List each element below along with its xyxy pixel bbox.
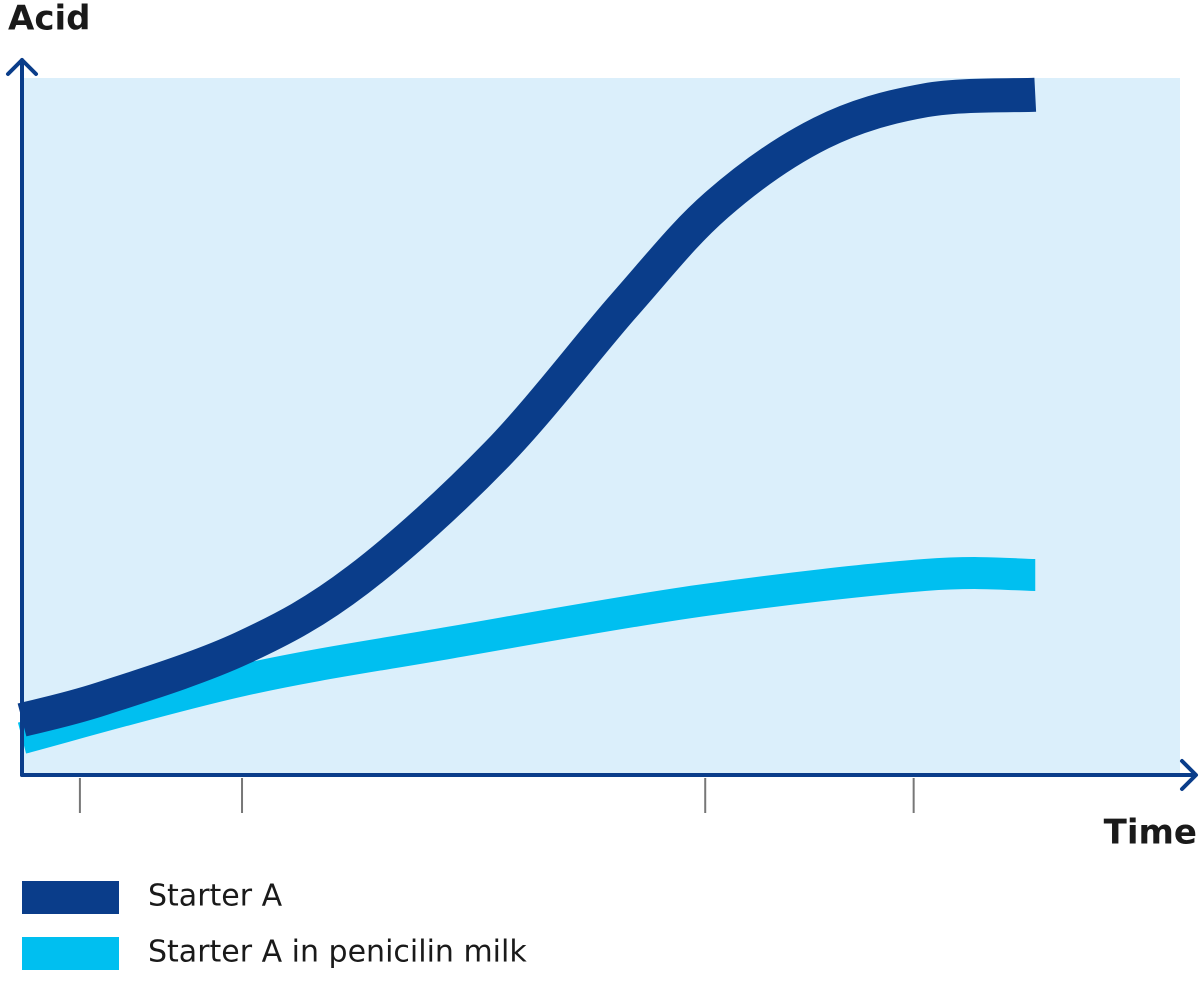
- x-axis-label: Time: [1104, 813, 1197, 853]
- legend-swatch: [22, 881, 119, 914]
- x-axis: [20, 759, 1198, 791]
- data-line: [17, 557, 1036, 754]
- legend-label: Starter A in penicilin milk: [148, 935, 527, 970]
- data-line: [17, 77, 1037, 737]
- y-axis: [6, 58, 38, 777]
- y-axis-label: Acid: [8, 0, 90, 39]
- legend-swatch: [22, 937, 119, 970]
- legend-label: Starter A: [148, 879, 283, 914]
